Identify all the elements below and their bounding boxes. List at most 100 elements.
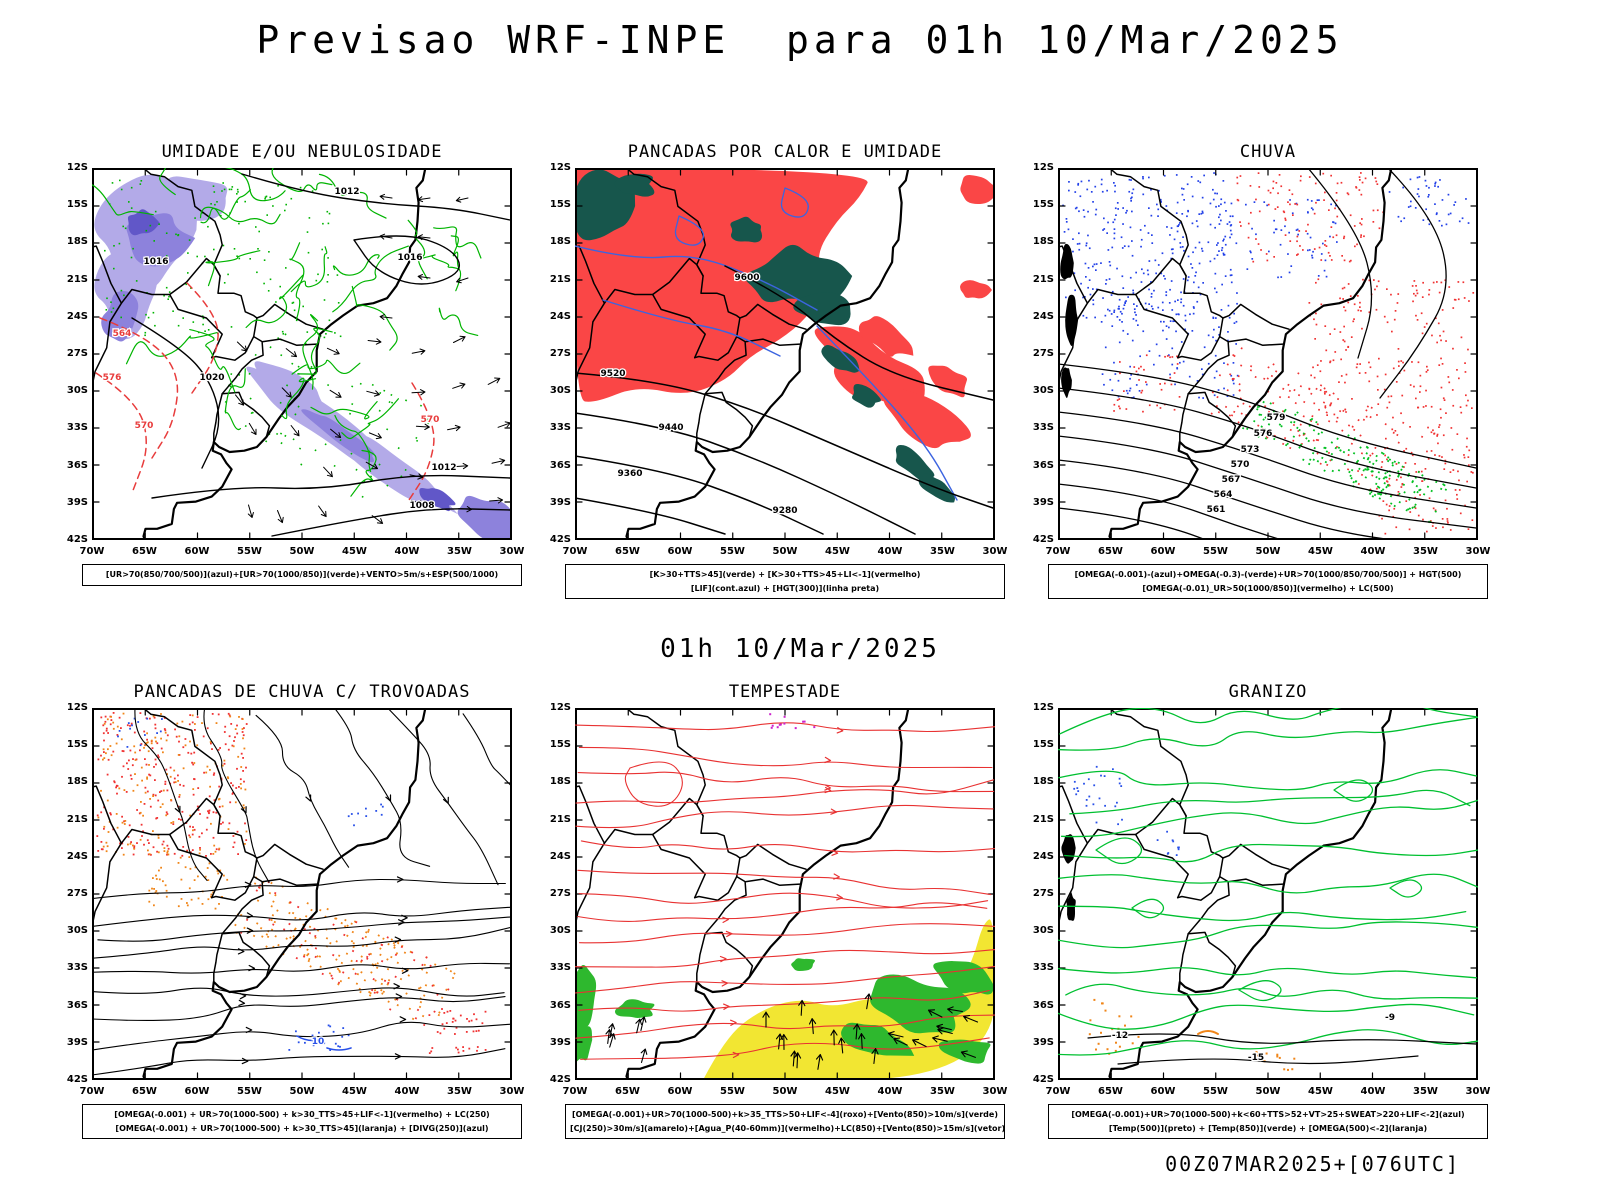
lat-label: 42S — [549, 533, 571, 545]
caption-chuva: [OMEGA(-0.001)-(azul)+OMEGA(-0.3)-(verde… — [1048, 564, 1488, 600]
map-tempestade: 12S 15S 18S 21S 24S 27S 30S 33S 36S 39S 42S 70W 65W… — [550, 702, 1008, 1097]
caption-line: [OMEGA(-0.001)-(azul)+OMEGA(-0.3)-(verde… — [1074, 570, 1462, 579]
lat-axis: 12S 15S 18S 21S 24S 27S 30S 33S 36S 39S 42S — [535, 702, 571, 1086]
lon-label: 40W — [1360, 1086, 1386, 1097]
lon-label: 70W — [79, 546, 105, 557]
lon-label: 55W — [720, 1086, 745, 1097]
lon-label: 65W — [1098, 546, 1123, 557]
lat-label: 36S — [66, 999, 88, 1011]
svg-text:1012: 1012 — [431, 463, 456, 473]
svg-text:-15: -15 — [1248, 1053, 1264, 1063]
lat-label: 30S — [66, 385, 88, 397]
lon-label: 35W — [1413, 546, 1438, 557]
lon-label: 50W — [772, 1086, 798, 1097]
lat-label: 12S — [549, 162, 571, 173]
svg-text:567: 567 — [1222, 475, 1241, 485]
map-canvas-umidade: 1012 1016 1020 1016 1012 1008 576 570 564 570 — [92, 168, 512, 540]
lon-label: 45W — [342, 1086, 367, 1097]
lat-label: 36S — [1032, 999, 1054, 1011]
panel-umidade: UMIDADE E/OU NEBULOSIDADE 12S 15S 18S 21S 24… — [50, 142, 524, 586]
lon-label: 70W — [1045, 1086, 1071, 1097]
lon-label: 30W — [499, 546, 525, 557]
lon-label: 55W — [720, 546, 745, 557]
lat-axis: 12S 15S 18S 21S 24S 27S 30S 33S 36S 39S 42S — [535, 162, 571, 546]
lat-label: 33S — [1032, 962, 1054, 974]
lat-label: 15S — [549, 739, 571, 751]
lat-label: 39S — [1032, 1036, 1054, 1048]
lat-label: 12S — [549, 702, 571, 713]
map-pancadas-calor: 12S 15S 18S 21S 24S 27S 30S 33S 36S 39S 42S 70W 65W… — [550, 162, 1008, 557]
lon-label: 30W — [982, 1086, 1008, 1097]
lat-label: 21S — [66, 813, 88, 825]
lat-label: 33S — [66, 962, 88, 974]
lon-label: 40W — [877, 546, 903, 557]
lat-label: 36S — [549, 999, 571, 1011]
svg-text:561: 561 — [1207, 505, 1226, 515]
lon-axis: 70W 65W 60W 55W 50W 45W 40W 35W 30W — [561, 546, 1009, 557]
lon-label: 40W — [1360, 546, 1386, 557]
map-granizo: 12S 15S 18S 21S 24S 27S 30S 33S 36S 39S 42S 70W 65W… — [1033, 702, 1491, 1097]
lon-label: 30W — [1465, 1086, 1491, 1097]
lat-label: 36S — [66, 459, 88, 471]
lat-label: 33S — [66, 422, 88, 434]
lon-label: 50W — [1255, 1086, 1281, 1097]
svg-text:1008: 1008 — [409, 501, 434, 511]
lat-label: 39S — [549, 1036, 571, 1048]
panel-granizo: GRANIZO 12S 15S 18S 21S 24S 27S 30S 33S 36S 39S 42… — [1016, 682, 1491, 1140]
caption-line: [LIF](cont.azul) + [HGT(300)](linha pret… — [690, 583, 880, 593]
lat-label: 30S — [66, 925, 88, 937]
svg-text:9360: 9360 — [617, 469, 642, 479]
lon-label: 70W — [1045, 546, 1071, 557]
lat-label: 12S — [66, 162, 88, 173]
svg-text:570: 570 — [421, 415, 440, 425]
svg-text:570: 570 — [135, 421, 154, 431]
lat-label: 39S — [66, 496, 88, 508]
lat-label: 15S — [1032, 739, 1054, 751]
lat-label: 24S — [549, 850, 571, 862]
lat-label: 21S — [66, 273, 88, 285]
lat-label: 15S — [66, 199, 88, 211]
lat-label: 30S — [1032, 385, 1054, 397]
lon-label: 35W — [447, 546, 472, 557]
lat-label: 12S — [66, 702, 88, 713]
lat-label: 21S — [549, 273, 571, 285]
lat-label: 24S — [1032, 310, 1054, 322]
lon-label: 60W — [184, 546, 210, 557]
lon-axis: 70W 65W 60W 55W 50W 45W 40W 35W 30W — [78, 1086, 526, 1097]
caption-line: [OMEGA(-0.001)+UR>70(1000-500)+k<60+TTS>… — [1071, 1110, 1465, 1119]
lat-label: 27S — [66, 887, 88, 899]
panel-title-granizo: GRANIZO — [1228, 682, 1308, 702]
lon-axis: 70W 65W 60W 55W 50W 45W 40W 35W 30W — [561, 1086, 1009, 1097]
lon-label: 65W — [132, 1086, 157, 1097]
lat-label: 15S — [1032, 199, 1054, 211]
lon-label: 50W — [289, 546, 315, 557]
lat-label: 42S — [66, 1073, 88, 1085]
svg-text:570: 570 — [1231, 460, 1250, 470]
lon-label: 45W — [342, 546, 367, 557]
lat-label: 27S — [549, 887, 571, 899]
panel-title-pancadas-calor: PANCADAS POR CALOR E UMIDADE — [627, 142, 943, 162]
lon-label: 55W — [1203, 546, 1228, 557]
caption-line: [OMEGA(-0.001)+UR>70(1000-500)+k>35_TTS>… — [572, 1110, 998, 1119]
lat-label: 39S — [1032, 496, 1054, 508]
lat-axis: 12S 15S 18S 21S 24S 27S 30S 33S 36S 39S 42S — [1018, 702, 1054, 1086]
caption-line: [Temp(500)](preto) + [Temp(850)](verde) … — [1108, 1123, 1428, 1133]
caption-line: [OMEGA(-0.01)_UR>50(1000/850)](vermelho)… — [1142, 583, 1394, 593]
lon-label: 40W — [394, 1086, 420, 1097]
panel-title-chuva: CHUVA — [1239, 142, 1297, 162]
lat-label: 18S — [1032, 236, 1054, 248]
lat-axis: 12S 15S 18S 21S 24S 27S 30S 33S 36S 39S 42S — [52, 162, 88, 546]
svg-text:1020: 1020 — [199, 373, 224, 383]
run-stamp: 00Z07MAR2025+[076UTC] — [1165, 1152, 1460, 1176]
lon-label: 65W — [615, 1086, 640, 1097]
caption-line: [OMEGA(-0.001) + UR>70(1000-500) + k>30_… — [115, 1123, 489, 1133]
lon-axis: 70W 65W 60W 55W 50W 45W 40W 35W 30W — [1044, 546, 1492, 557]
svg-text:579: 579 — [1267, 413, 1286, 423]
lat-label: 21S — [549, 813, 571, 825]
lon-label: 60W — [667, 546, 693, 557]
caption-line: [UR>70(850/700/500)](azul)+[UR>70(1000/8… — [105, 570, 499, 579]
lon-label: 30W — [982, 546, 1008, 557]
svg-text:564: 564 — [113, 329, 132, 339]
caption-line: [K>30+TTS>45](verde) + [K>30+TTS>45+LI<-… — [649, 570, 921, 579]
lon-label: 70W — [79, 1086, 105, 1097]
